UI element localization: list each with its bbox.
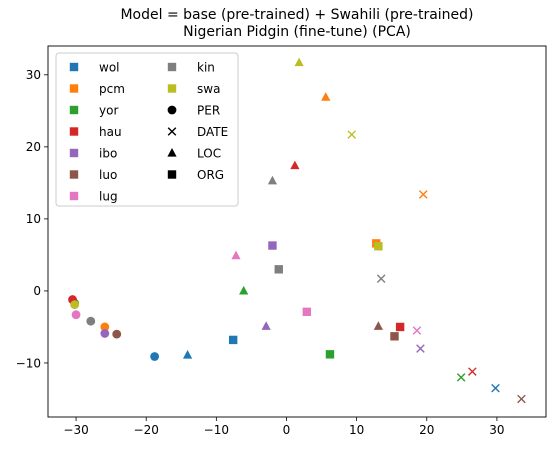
x-tick-label: 10 xyxy=(349,423,364,437)
point-lug-date xyxy=(412,326,422,335)
legend-marker-lang-luo xyxy=(69,170,79,179)
point-ibo-org xyxy=(268,241,277,250)
point-yor-date xyxy=(456,373,466,382)
x-tick-label: 0 xyxy=(283,423,291,437)
legend-label-lang-luo: luo xyxy=(99,168,117,182)
chart-title-line-1: Model = base (pre-trained) + Swahili (pr… xyxy=(120,7,474,23)
point-hau-org xyxy=(395,322,405,332)
point-ibo-loc xyxy=(261,321,271,330)
point-yor-org xyxy=(325,350,335,359)
point-kin-loc xyxy=(267,175,278,185)
point-pcm-date xyxy=(418,190,428,199)
y-tick-label: 0 xyxy=(33,284,41,298)
legend-marker-lang-pcm xyxy=(69,84,79,93)
legend-label-lang-lug: lug xyxy=(99,190,118,204)
legend: wol pcm yor hau ibo luo lug kin swa PER DATE LOC ORG xyxy=(55,52,239,207)
y-tick-label: 10 xyxy=(26,212,41,226)
point-swa-per xyxy=(70,300,80,310)
point-lug-org xyxy=(302,307,312,317)
legend-label-entity-per: PER xyxy=(197,104,220,118)
legend-label-lang-ibo: ibo xyxy=(99,147,117,161)
legend-marker-lang-wol xyxy=(69,62,79,72)
point-wol-org xyxy=(228,335,238,345)
y-tick-label: 20 xyxy=(26,140,41,154)
legend-label-lang-yor: yor xyxy=(99,104,118,118)
legend-label-entity-org: ORG xyxy=(197,168,224,182)
point-swa-loc xyxy=(294,57,304,67)
x-tick-label: −10 xyxy=(204,423,229,437)
point-kin-org xyxy=(274,265,283,274)
legend-label-lang-pcm: pcm xyxy=(99,82,125,96)
point-pcm-loc xyxy=(321,92,331,101)
point-kin-date xyxy=(376,274,386,283)
point-luo-per xyxy=(112,329,122,339)
x-tick-label: 20 xyxy=(419,423,434,437)
point-luo-org xyxy=(390,332,399,341)
legend-marker-lang-kin xyxy=(167,62,177,72)
point-luo-date xyxy=(517,394,526,404)
point-lug-loc xyxy=(231,250,241,260)
legend-marker-lang-hau xyxy=(69,127,79,136)
point-ibo-per xyxy=(100,329,110,338)
legend-marker-lang-yor xyxy=(69,105,79,115)
y-tick-label: 30 xyxy=(26,68,41,82)
legend-label-lang-kin: kin xyxy=(197,61,215,75)
legend-marker-entity-org xyxy=(167,170,177,179)
legend-label-lang-swa: swa xyxy=(197,82,220,96)
point-pcm-per xyxy=(100,322,110,332)
x-tick-label: −20 xyxy=(134,423,159,437)
legend-marker-lang-swa xyxy=(167,84,177,93)
x-tick-label: −30 xyxy=(63,423,88,437)
x-tick-label: 30 xyxy=(489,423,504,437)
point-swa-date xyxy=(347,130,357,139)
point-hau-date xyxy=(468,367,477,376)
y-tick-label: −10 xyxy=(16,356,41,370)
legend-label-entity-date: DATE xyxy=(197,125,228,139)
point-lug-per xyxy=(71,310,81,320)
point-wol-date xyxy=(491,383,500,393)
point-wol-loc xyxy=(182,350,193,359)
point-kin-per xyxy=(86,316,96,326)
legend-box xyxy=(55,52,239,207)
point-hau-loc xyxy=(290,160,300,170)
chart-title-line-2: Nigerian Pidgin (fine-tune) (PCA) xyxy=(183,24,411,40)
point-swa-org xyxy=(374,242,383,251)
plot-frame xyxy=(47,45,547,418)
point-yor-loc xyxy=(239,285,249,295)
point-wol-per xyxy=(150,352,160,361)
legend-marker-lang-ibo xyxy=(69,148,79,158)
legend-label-entity-loc: LOC xyxy=(197,147,221,161)
legend-marker-entity-loc xyxy=(167,148,177,157)
point-luo-loc xyxy=(373,321,383,330)
point-ibo-date xyxy=(416,344,425,353)
legend-label-lang-wol: wol xyxy=(99,61,120,75)
legend-marker-lang-lug xyxy=(69,191,79,201)
legend-label-lang-hau: hau xyxy=(99,125,122,139)
legend-marker-entity-per xyxy=(167,105,177,115)
legend-marker-entity-date xyxy=(167,127,177,136)
